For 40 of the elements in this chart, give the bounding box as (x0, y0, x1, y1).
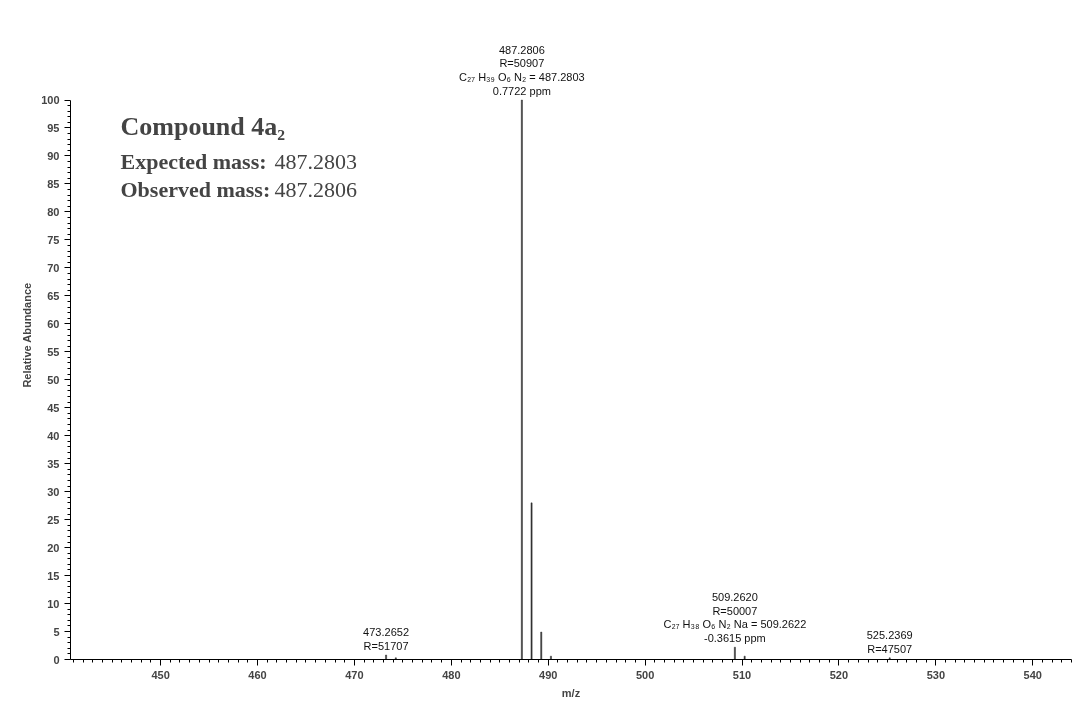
y-axis-title: Relative Abundance (21, 282, 34, 388)
y-tick-label: 25 (47, 513, 60, 526)
x-tick-label: 520 (829, 668, 849, 681)
y-tick-label: 70 (47, 261, 60, 274)
y-tick-label: 15 (47, 569, 60, 582)
x-tick-label: 510 (732, 668, 752, 681)
annotation: 473.2652 R=51707 (363, 626, 410, 653)
y-tick-label: 50 (47, 373, 60, 386)
annotation: Observed mass: 487.2806 (120, 176, 357, 202)
y-tick-label: 5 (53, 625, 60, 638)
y-tick-label: 90 (47, 149, 60, 162)
y-tick-label: 35 (47, 457, 60, 470)
x-tick-label: 540 (1023, 668, 1042, 681)
y-tick-label: 10 (47, 597, 60, 610)
y-tick-label: 55 (47, 345, 60, 358)
x-tick-label: 470 (345, 668, 364, 681)
y-tick-label: 85 (47, 177, 60, 190)
annotation: 487.2806 R=50907 C₂₇ H₃₉ O₆ N₂ = 487.2803 0.7722 ppm (459, 43, 585, 98)
y-tick-label: 80 (47, 205, 60, 218)
y-tick-label: 30 (47, 485, 60, 498)
x-axis-title: m/z (561, 686, 581, 699)
y-tick-label: 45 (47, 401, 60, 414)
annotation: Expected mass: 487.2803 (120, 148, 357, 174)
x-tick-label: 490 (539, 668, 558, 681)
annotation: 525.2369 R=47507 (866, 629, 913, 655)
x-tick-label: 480 (442, 668, 461, 681)
y-tick-label: 65 (47, 289, 60, 302)
y-tick-label: 100 (41, 94, 60, 107)
y-tick-label: 0 (53, 653, 60, 666)
y-tick-label: 60 (47, 317, 60, 330)
y-tick-label: 20 (47, 541, 60, 554)
annotation: Compound 4a₂ (120, 111, 286, 141)
x-tick-label: 460 (248, 668, 267, 681)
x-tick-label: 450 (151, 668, 170, 681)
x-tick-label: 530 (926, 668, 946, 681)
y-tick-label: 40 (47, 429, 60, 442)
y-tick-label: 75 (47, 233, 60, 246)
y-tick-label: 95 (47, 121, 60, 134)
annotation: 509.2620 R=50007 C₂₇ H₃₈ O₆ N₂ Na = 509.2622 -0.3615 ppm (663, 590, 807, 645)
x-tick-label: 500 (635, 668, 655, 681)
